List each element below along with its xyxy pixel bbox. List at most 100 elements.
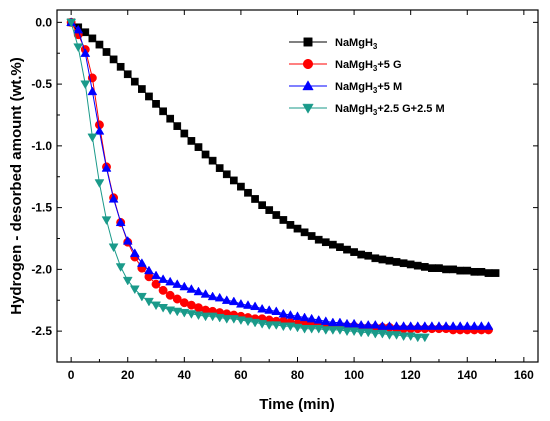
data-point xyxy=(243,317,253,327)
data-point xyxy=(442,265,450,274)
data-point xyxy=(208,156,217,165)
data-point xyxy=(73,43,84,53)
data-point xyxy=(250,301,260,311)
data-point xyxy=(221,315,232,324)
data-point xyxy=(257,303,268,313)
data-point xyxy=(165,276,176,286)
data-point xyxy=(215,164,224,172)
data-point xyxy=(391,321,402,330)
data-point xyxy=(448,321,459,330)
data-point xyxy=(463,266,472,275)
data-point xyxy=(293,224,302,233)
data-point xyxy=(428,264,436,272)
data-point xyxy=(370,319,381,329)
x-tick-label: 60 xyxy=(234,368,248,382)
x-tick-label: 160 xyxy=(514,368,534,382)
data-point xyxy=(237,182,245,191)
data-point xyxy=(158,304,169,313)
data-point xyxy=(299,312,310,322)
data-point xyxy=(200,289,211,298)
data-point xyxy=(222,170,231,179)
data-point xyxy=(257,320,268,329)
data-point xyxy=(371,254,380,263)
series-3 xyxy=(66,18,430,343)
data-point xyxy=(130,77,139,86)
data-point xyxy=(456,266,465,275)
data-point xyxy=(201,150,210,159)
legend-label: NaMgH3+2.5 G+2.5 M xyxy=(335,103,445,117)
legend-marker xyxy=(302,80,314,91)
data-point xyxy=(144,265,154,275)
data-point xyxy=(186,310,197,319)
data-point xyxy=(179,308,190,318)
data-point xyxy=(349,327,360,337)
data-point xyxy=(349,318,360,328)
data-point xyxy=(406,260,415,269)
legend-item: NaMgH3+2.5 G+2.5 M xyxy=(289,103,445,117)
data-point xyxy=(405,321,416,330)
legend-marker xyxy=(303,37,313,47)
data-point xyxy=(292,323,303,333)
data-point xyxy=(336,243,344,251)
data-point xyxy=(384,331,395,340)
data-point xyxy=(158,285,168,295)
data-point xyxy=(129,285,140,295)
legend-item: NaMgH3+5 G xyxy=(289,58,402,73)
data-point xyxy=(278,322,289,332)
x-tick-label: 40 xyxy=(178,368,192,382)
data-point xyxy=(214,292,225,302)
data-point xyxy=(320,326,331,335)
data-point xyxy=(327,326,338,335)
data-point xyxy=(193,311,204,321)
data-point xyxy=(286,221,295,229)
data-point xyxy=(108,243,119,253)
data-point xyxy=(441,321,451,330)
data-point xyxy=(391,331,402,340)
data-point xyxy=(342,327,352,337)
data-point xyxy=(80,48,91,57)
data-point xyxy=(180,129,189,138)
data-point xyxy=(412,333,423,343)
data-point xyxy=(250,318,260,328)
series-2 xyxy=(66,17,494,330)
data-point xyxy=(398,332,409,342)
data-point xyxy=(363,328,374,338)
data-point xyxy=(116,62,125,71)
data-point xyxy=(94,179,105,188)
data-point xyxy=(405,332,416,342)
data-point xyxy=(151,279,161,289)
data-point xyxy=(470,267,479,276)
data-point xyxy=(491,269,500,277)
data-point xyxy=(258,201,266,209)
data-point xyxy=(271,306,282,315)
data-point xyxy=(228,315,239,324)
data-point xyxy=(462,321,473,330)
data-point xyxy=(455,321,466,330)
data-point xyxy=(264,305,275,314)
data-point xyxy=(166,114,175,123)
data-point xyxy=(200,312,211,322)
data-point xyxy=(420,263,429,271)
data-point xyxy=(66,18,77,28)
legend-label: NaMgH3+5 G xyxy=(335,59,402,73)
data-point xyxy=(292,311,303,320)
series-layer xyxy=(66,17,500,343)
legend-label: NaMgH3+5 M xyxy=(335,81,402,95)
y-axis-title: Hydrogen - desorbed amount (wt.%) xyxy=(8,57,25,315)
data-point xyxy=(477,267,486,276)
data-point xyxy=(87,86,98,96)
data-point xyxy=(434,321,444,330)
data-point xyxy=(151,301,161,311)
legend-marker xyxy=(302,58,314,70)
data-point xyxy=(306,325,317,334)
data-point xyxy=(285,322,296,332)
legend-item: NaMgH3 xyxy=(289,37,378,51)
data-point xyxy=(413,261,422,270)
data-point xyxy=(87,133,98,143)
data-point xyxy=(265,206,274,214)
series-line xyxy=(70,22,489,327)
x-tick-label: 20 xyxy=(121,368,135,382)
y-tick-label: -2.0 xyxy=(31,262,52,276)
data-point xyxy=(300,228,309,237)
data-point xyxy=(244,188,252,197)
